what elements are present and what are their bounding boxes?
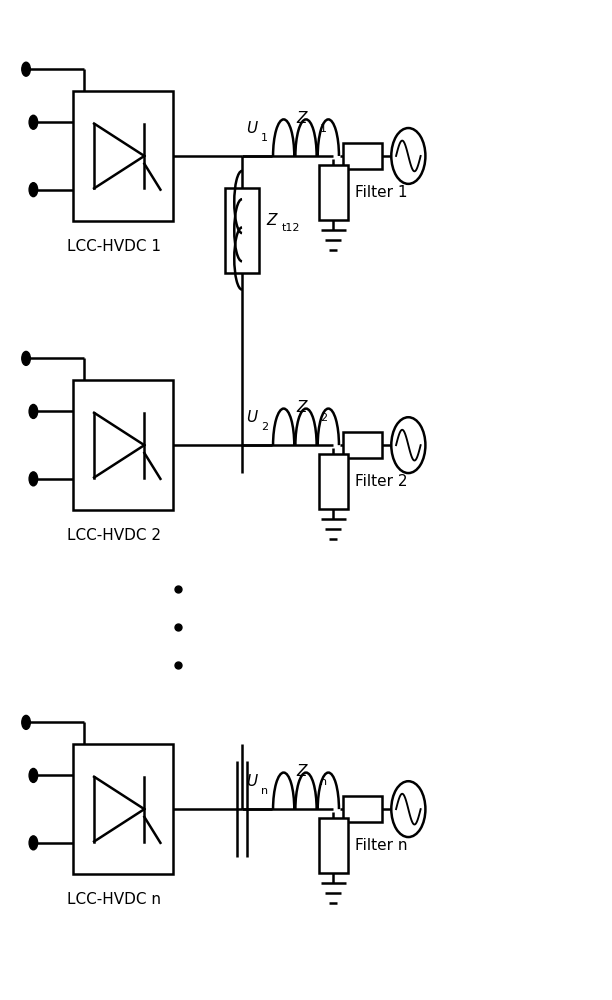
Bar: [319, 454, 348, 509]
Bar: [73, 380, 173, 510]
Bar: [319, 165, 348, 220]
Text: $Z$: $Z$: [266, 212, 279, 228]
Text: $U$: $U$: [245, 409, 258, 425]
Bar: [343, 432, 382, 458]
Text: $Z$: $Z$: [296, 110, 310, 126]
Circle shape: [22, 351, 31, 365]
Text: $U$: $U$: [245, 773, 258, 789]
Bar: [343, 796, 382, 822]
Text: n: n: [261, 786, 268, 796]
Circle shape: [29, 768, 37, 782]
Bar: [225, 188, 259, 273]
Circle shape: [22, 62, 31, 76]
Text: LCC-HVDC n: LCC-HVDC n: [67, 892, 161, 907]
Text: LCC-HVDC 2: LCC-HVDC 2: [67, 528, 161, 543]
Circle shape: [29, 404, 37, 418]
Text: LCC-HVDC 1: LCC-HVDC 1: [67, 239, 161, 254]
Circle shape: [29, 472, 37, 486]
Circle shape: [22, 715, 31, 729]
Text: 1: 1: [320, 124, 327, 134]
Text: 2: 2: [261, 422, 268, 432]
Circle shape: [29, 836, 37, 850]
Circle shape: [29, 183, 37, 197]
Bar: [73, 744, 173, 874]
Bar: [319, 818, 348, 873]
Text: t12: t12: [282, 223, 300, 233]
Text: 2: 2: [320, 413, 327, 423]
Text: $U$: $U$: [245, 120, 258, 136]
Text: Filter 2: Filter 2: [356, 474, 408, 489]
Bar: [343, 143, 382, 169]
Text: $Z$: $Z$: [296, 399, 310, 415]
Text: $Z$: $Z$: [296, 763, 310, 779]
Text: Filter 1: Filter 1: [356, 185, 408, 200]
Text: n: n: [320, 777, 327, 787]
Text: Filter n: Filter n: [356, 838, 408, 853]
Text: 1: 1: [261, 133, 268, 143]
Circle shape: [29, 115, 37, 129]
Bar: [73, 91, 173, 221]
